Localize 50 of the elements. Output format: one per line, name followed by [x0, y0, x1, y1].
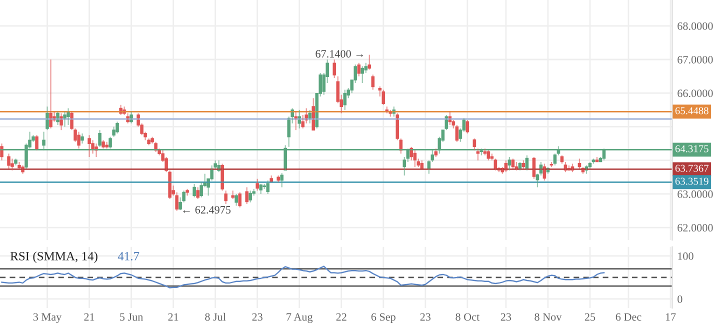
candlestick [18, 161, 21, 170]
candlestick [262, 183, 266, 190]
candlestick [231, 190, 234, 200]
chart-title: RSI (SMMA, 14) [10, 252, 98, 263]
ref-line-label: 63.7367 [675, 164, 709, 172]
line-series [1, 266, 605, 288]
annotation: ← 62.4975 [183, 206, 231, 214]
x-tick-label: 8 Nov [534, 313, 562, 321]
x-tick-label: 6 Sep [371, 313, 396, 323]
y-tick-label: 63.0000 [678, 190, 713, 198]
ref-line-label: 65.4488 [675, 107, 708, 114]
candlestick [483, 148, 487, 156]
x-tick-label: 5 Jun [120, 313, 144, 321]
x-tick-label: 8 Jul [205, 312, 226, 321]
candlestick [385, 106, 389, 114]
x-tick-label: 25 [584, 313, 596, 321]
x-tick-label: 8 Oct [456, 313, 480, 321]
candlestick [102, 140, 105, 150]
y-tick-label: 67.0000 [678, 56, 713, 64]
annotation: 67.1400 → [316, 50, 363, 58]
x-tick-label: 21 [84, 313, 94, 321]
y-tick-label: 68.0000 [678, 22, 713, 30]
x-tick-label: 7 Aug [286, 313, 313, 323]
candlestick [214, 160, 217, 170]
candlestick [550, 161, 554, 168]
ref-line-label: 64.3175 [675, 145, 708, 152]
candlestick [452, 119, 456, 129]
x-tick-label: 23 [252, 313, 262, 321]
candlestick [434, 148, 438, 158]
y-tick-label: 62.0000 [678, 224, 713, 232]
x-tick-label: 6 Dec [616, 313, 642, 321]
x-tick-label: 22 [336, 313, 346, 321]
y-tick-label: 100 [678, 252, 694, 260]
chart-subtitle: 41.7 [118, 252, 140, 260]
candlestick [595, 156, 599, 163]
ref-line-label: 63.3519 [675, 178, 708, 185]
candlestick [588, 161, 592, 170]
x-tick-label: 3 May [33, 313, 62, 323]
candlestick [592, 158, 596, 164]
x-tick-label: 21 [168, 313, 178, 321]
x-tick-label: 23 [420, 313, 431, 321]
candlestick [416, 158, 420, 168]
candlestick [105, 141, 108, 150]
candlestick [14, 158, 18, 166]
x-tick-label: 23 [500, 313, 512, 321]
x-tick-label: 17 [666, 313, 676, 321]
y-tick-label: 0 [678, 295, 682, 303]
candlestick [522, 160, 526, 170]
candlestick [490, 153, 494, 161]
y-tick-label: 66.0000 [678, 90, 713, 98]
